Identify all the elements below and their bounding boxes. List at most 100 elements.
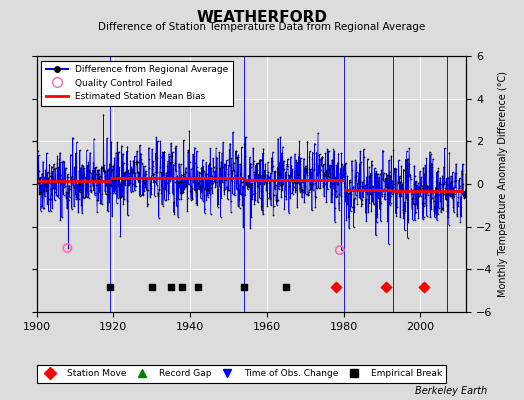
Point [219,139,227,146]
Point [411,209,419,216]
Point [314,130,322,136]
Point [386,169,394,175]
Point [217,150,226,156]
Point [286,195,294,202]
Point [172,195,181,201]
Point [110,174,118,180]
Point [163,163,172,170]
Point [148,284,156,291]
Point [410,181,418,187]
Point [83,168,91,174]
Point [363,174,371,180]
Point [159,185,167,191]
Point [197,189,205,195]
Point [277,182,286,188]
Point [346,186,355,192]
Point [263,180,271,186]
Point [363,156,372,162]
Point [111,177,119,184]
Point [186,188,194,194]
Point [54,194,63,201]
Point [351,174,359,180]
Point [319,184,328,190]
Point [154,193,162,199]
Point [190,186,199,192]
Point [274,135,282,142]
Point [245,172,254,178]
Point [357,200,366,207]
Point [375,174,383,180]
Point [379,176,387,183]
Point [272,197,280,204]
Point [84,162,92,169]
Point [353,169,361,176]
Point [275,171,283,177]
Point [77,201,85,208]
Point [130,153,139,160]
Point [199,163,208,169]
Point [410,173,419,179]
Point [145,156,154,162]
Point [342,192,351,199]
Point [352,192,360,198]
Point [78,162,86,168]
Point [339,172,347,178]
Point [227,168,236,174]
Point [438,206,446,212]
Point [373,211,381,218]
Point [408,195,416,201]
Point [54,164,62,171]
Point [269,212,277,218]
Point [461,194,470,200]
Point [361,186,369,193]
Point [418,185,426,191]
Point [79,162,87,169]
Point [447,179,456,186]
Point [258,202,267,209]
Point [366,190,374,197]
Point [167,140,175,146]
Point [283,161,291,168]
Point [152,156,160,162]
Point [399,185,407,192]
Point [171,168,180,174]
Point [122,169,130,175]
Point [151,169,159,175]
Point [430,204,439,210]
Point [100,162,108,168]
Point [380,186,388,192]
Point [282,284,290,291]
Point [214,201,223,207]
Point [195,186,204,192]
Point [278,187,287,193]
Point [220,187,228,193]
Point [434,211,442,218]
Point [304,191,312,197]
Point [307,169,315,175]
Point [85,177,94,183]
Point [408,216,417,223]
Point [462,171,470,178]
Point [71,191,80,197]
Point [411,217,419,224]
Point [210,178,219,184]
Point [143,176,151,182]
Point [318,154,326,160]
Point [79,174,87,180]
Point [236,170,245,177]
Point [211,168,219,174]
Point [42,180,50,187]
Point [406,174,414,180]
Point [267,163,276,170]
Point [212,145,220,152]
Point [460,188,468,195]
Point [401,156,410,163]
Point [242,134,250,140]
Point [213,178,222,185]
Point [429,189,438,195]
Point [299,187,307,193]
Point [257,188,265,195]
Point [331,188,340,194]
Point [72,139,81,146]
Point [86,188,95,194]
